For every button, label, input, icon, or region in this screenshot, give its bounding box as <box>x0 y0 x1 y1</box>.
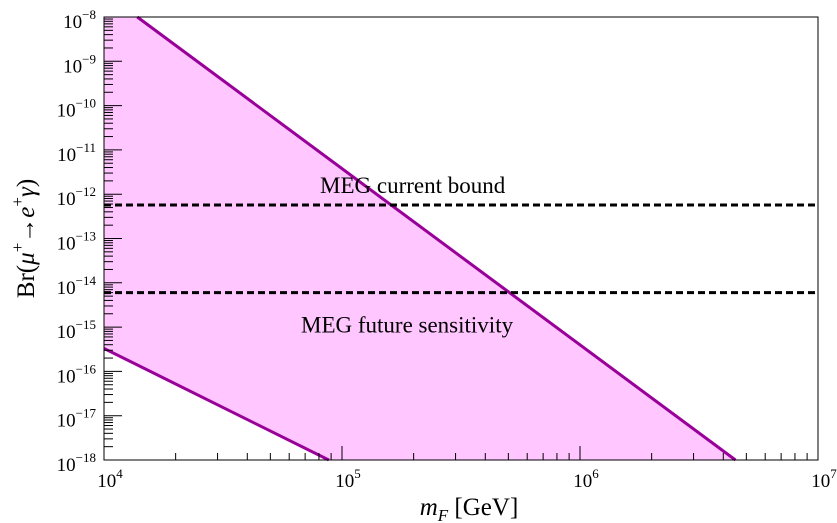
annotation-meg-current-bound: MEG current bound <box>320 173 506 198</box>
x-tick-label-3: 107 <box>811 466 837 492</box>
label-layer: MEG current bound MEG future sensitivity… <box>8 7 837 523</box>
y-tick-base: 10 <box>57 189 76 210</box>
tick-layer <box>104 18 808 460</box>
x-tick-exponent: 7 <box>830 466 837 481</box>
y-tick-label-3: 10−15 <box>57 317 96 343</box>
y-tick-exponent: −18 <box>76 450 96 465</box>
y-tick-label-4: 10−14 <box>57 273 97 299</box>
y-tick-base: 10 <box>57 411 76 432</box>
x-axis-label: mF [GeV] <box>420 494 519 523</box>
y-axis-label: Br(μ+→e+γ) <box>8 179 40 298</box>
y-tick-label-2: 10−16 <box>57 361 97 387</box>
y-tick-base: 10 <box>57 101 76 122</box>
y-tick-exponent: −8 <box>82 7 96 22</box>
y-tick-base: 10 <box>57 234 76 255</box>
x-label-subscript: F <box>437 506 449 523</box>
x-tick-base: 10 <box>97 471 116 492</box>
band-layer <box>103 15 737 462</box>
y-tick-base: 10 <box>57 455 76 476</box>
y-label-sup1: + <box>8 243 27 253</box>
x-tick-exponent: 4 <box>116 466 123 481</box>
y-tick-base: 10 <box>57 322 76 343</box>
y-label-suffix: ) <box>13 179 40 187</box>
band-upper-edge <box>136 15 737 462</box>
y-tick-exponent: −9 <box>82 51 96 66</box>
y-tick-exponent: −14 <box>76 273 97 288</box>
y-tick-exponent: −17 <box>76 406 97 421</box>
y-tick-base: 10 <box>57 278 76 299</box>
y-tick-label-6: 10−12 <box>57 184 96 210</box>
y-tick-label-10: 10−8 <box>63 7 96 33</box>
y-label-prefix: Br( <box>13 265 40 298</box>
y-tick-exponent: −12 <box>76 184 96 199</box>
y-tick-label-0: 10−18 <box>57 450 96 476</box>
y-tick-exponent: −15 <box>76 317 96 332</box>
y-tick-base: 10 <box>57 145 76 166</box>
y-label-sup2: + <box>8 197 27 207</box>
y-tick-exponent: −11 <box>76 140 96 155</box>
band-fill <box>104 17 736 460</box>
x-label-unit: [GeV] <box>448 494 518 521</box>
y-label-e: e <box>13 207 40 218</box>
y-tick-base: 10 <box>63 56 82 77</box>
x-tick-label-1: 105 <box>335 466 361 492</box>
x-label-symbol: m <box>420 494 438 521</box>
x-tick-exponent: 6 <box>592 466 599 481</box>
y-tick-base: 10 <box>63 12 82 33</box>
y-label-mu: μ <box>13 252 40 266</box>
x-tick-label-2: 106 <box>573 466 599 492</box>
y-label-gamma: γ <box>13 186 40 197</box>
x-tick-base: 10 <box>335 471 354 492</box>
y-tick-label-5: 10−13 <box>57 229 96 255</box>
y-tick-label-9: 10−9 <box>63 51 96 77</box>
annotation-meg-future-sensitivity: MEG future sensitivity <box>301 313 514 338</box>
hline-layer <box>104 203 818 295</box>
x-tick-base: 10 <box>811 471 830 492</box>
y-tick-exponent: −13 <box>76 229 96 244</box>
y-tick-exponent: −10 <box>76 96 96 111</box>
y-tick-label-8: 10−10 <box>57 96 96 122</box>
y-tick-base: 10 <box>57 366 76 387</box>
x-tick-label-0: 104 <box>97 466 123 492</box>
y-tick-label-7: 10−11 <box>57 140 96 166</box>
band-lower-edge <box>103 347 330 462</box>
y-label-arrow: → <box>13 218 40 243</box>
y-tick-exponent: −16 <box>76 361 97 376</box>
y-tick-label-1: 10−17 <box>57 406 97 432</box>
x-tick-exponent: 5 <box>354 466 361 481</box>
x-tick-base: 10 <box>573 471 592 492</box>
